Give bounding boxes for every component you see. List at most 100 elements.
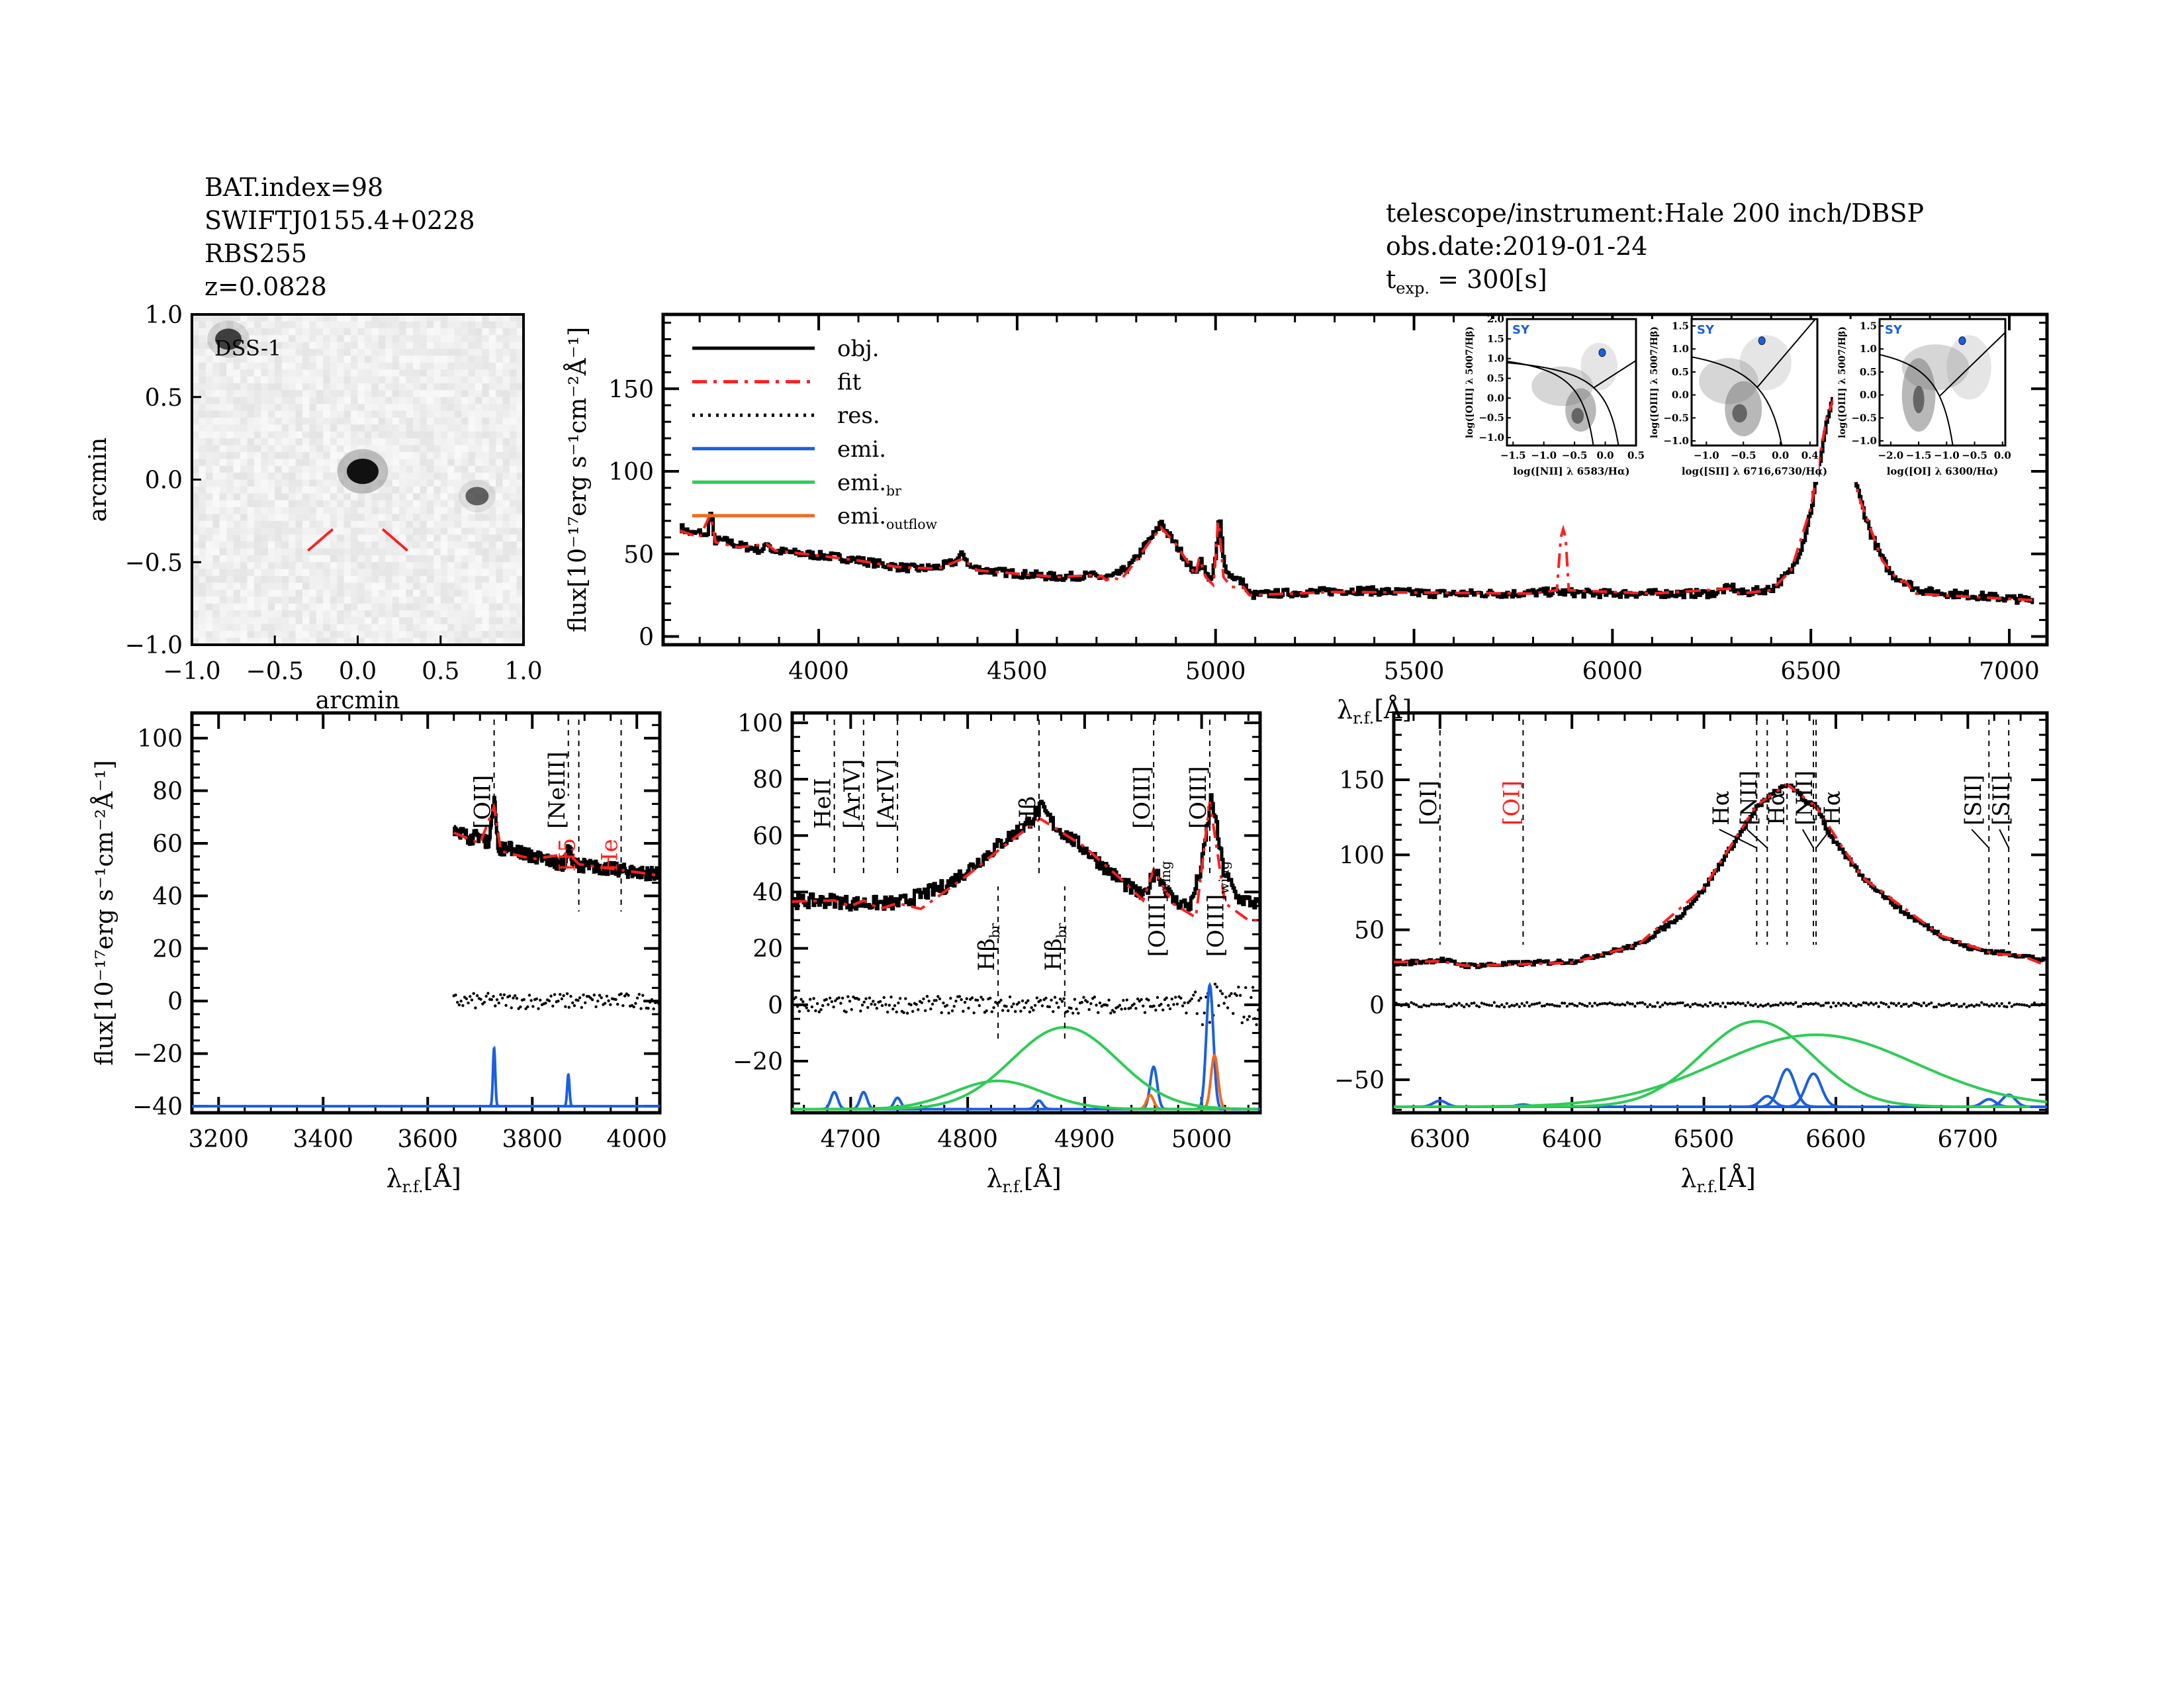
image-pixel: [475, 610, 482, 618]
image-pixel: [378, 445, 386, 453]
image-pixel: [212, 493, 220, 501]
image-pixel: [281, 473, 289, 481]
image-pixel: [226, 507, 234, 515]
image-pixel: [461, 424, 469, 432]
image-pixel: [413, 583, 421, 590]
image-pixel: [192, 397, 200, 404]
image-pixel: [516, 465, 524, 473]
image-pixel: [420, 390, 428, 398]
image-pixel: [295, 383, 303, 391]
residual-point: [1508, 1005, 1511, 1008]
residual-point: [1165, 996, 1168, 1000]
residual-point: [1039, 999, 1042, 1002]
image-pixel: [267, 555, 275, 563]
fit-spectrum: [792, 801, 1260, 922]
image-pixel: [461, 314, 469, 322]
image-pixel: [357, 631, 365, 639]
residual-point: [1925, 1004, 1928, 1008]
image-pixel: [364, 610, 372, 618]
image-pixel: [205, 473, 213, 481]
image-pixel: [406, 637, 414, 645]
image-pixel: [192, 424, 200, 432]
image-pixel: [488, 637, 496, 645]
image-pixel: [510, 569, 518, 577]
x-tick-label: 6500: [1780, 658, 1841, 685]
image-pixel: [510, 342, 518, 350]
image-pixel: [426, 321, 434, 329]
x-tick-label: 3600: [397, 1126, 458, 1153]
image-pixel: [420, 548, 428, 556]
image-pixel: [468, 555, 476, 563]
image-pixel: [440, 314, 448, 322]
image-pixel: [219, 486, 227, 494]
image-pixel: [420, 404, 428, 412]
image-pixel: [337, 637, 345, 645]
residual-point: [1455, 1004, 1459, 1007]
residual-point: [1485, 1003, 1488, 1007]
image-pixel: [482, 617, 490, 625]
image-pixel: [440, 576, 448, 584]
image-pixel: [510, 534, 518, 542]
image-pixel: [413, 555, 421, 563]
image-pixel: [330, 507, 338, 515]
residual-point: [1706, 1004, 1709, 1008]
image-pixel: [253, 424, 261, 432]
residual-point: [1437, 1002, 1441, 1006]
image-pixel: [413, 431, 421, 439]
image-pixel: [302, 362, 310, 370]
image-pixel: [281, 548, 289, 556]
image-pixel: [205, 369, 213, 377]
image-pixel: [371, 569, 379, 577]
image-pixel: [468, 603, 476, 611]
residual-point: [459, 1000, 463, 1003]
image-pixel: [212, 589, 220, 597]
residual-point: [1187, 1001, 1190, 1004]
image-pixel: [316, 335, 324, 343]
residual-point: [1244, 986, 1248, 990]
image-pixel: [357, 355, 365, 363]
residual-point: [1653, 1005, 1657, 1008]
image-pixel: [219, 410, 227, 418]
residual-point: [1603, 1002, 1607, 1006]
y-tick-label: −40: [132, 1094, 183, 1121]
image-pixel: [475, 541, 482, 549]
image-pixel: [420, 424, 428, 432]
residual-point: [1183, 1001, 1186, 1005]
image-pixel: [364, 328, 372, 336]
image-pixel: [461, 555, 469, 563]
image-pixel: [330, 617, 338, 625]
image-pixel: [406, 459, 414, 467]
image-pixel: [219, 631, 227, 639]
image-pixel: [488, 596, 496, 604]
image-pixel: [392, 548, 400, 556]
image-pixel: [351, 562, 359, 570]
image-pixel: [488, 424, 496, 432]
image-pixel: [385, 362, 393, 370]
image-pixel: [440, 424, 448, 432]
residual-point: [553, 993, 557, 996]
residual-point: [810, 1005, 814, 1009]
image-pixel: [488, 583, 496, 590]
bpt-x-tick-label: 0.0: [1772, 449, 1789, 461]
image-pixel: [399, 589, 407, 597]
image-pixel: [316, 479, 324, 487]
object-name: RBS255: [205, 239, 308, 268]
image-pixel: [496, 507, 504, 515]
image-pixel: [233, 465, 241, 473]
image-pixel: [433, 404, 441, 412]
legend-label-sub: outflow: [886, 516, 937, 532]
image-pixel: [240, 465, 248, 473]
image-pixel: [199, 438, 206, 446]
image-pixel: [378, 431, 386, 439]
residual-point: [1251, 986, 1255, 989]
image-pixel: [488, 555, 496, 563]
image-pixel: [502, 562, 510, 570]
image-pixel: [392, 397, 400, 404]
image-pixel: [447, 528, 455, 536]
residual-point: [1179, 996, 1183, 1000]
image-pixel: [261, 390, 269, 398]
image-pixel: [364, 321, 372, 329]
image-pixel: [309, 479, 317, 487]
image-pixel: [281, 431, 289, 439]
image-pixel: [205, 390, 213, 398]
